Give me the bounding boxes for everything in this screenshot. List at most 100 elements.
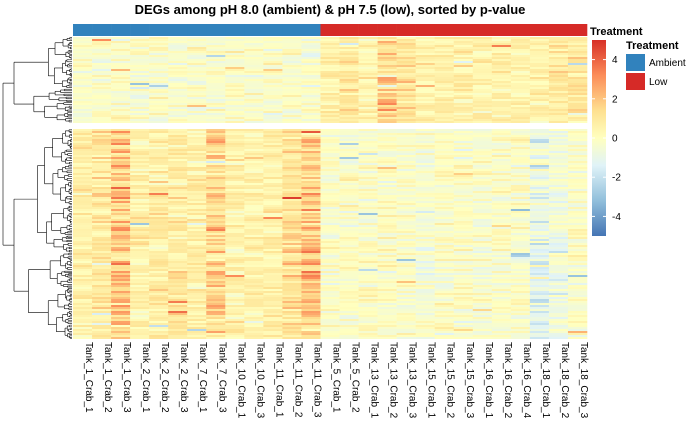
heatmap-cell: [187, 215, 207, 217]
heatmap-cell: [491, 211, 512, 213]
heatmap-cell: [92, 317, 112, 319]
heatmap-cell: [149, 41, 169, 43]
heatmap-cell: [149, 251, 169, 253]
heatmap-cell: [548, 307, 569, 309]
heatmap-cell: [301, 201, 321, 203]
heatmap-cell: [472, 307, 493, 309]
heatmap-cell: [472, 293, 493, 295]
heatmap-cell: [472, 179, 493, 181]
heatmap-cell: [187, 167, 207, 169]
heatmap-cell: [225, 225, 245, 227]
heatmap-cell: [567, 55, 588, 57]
heatmap-cell: [149, 43, 169, 45]
heatmap-cell: [206, 165, 226, 167]
heatmap-cell: [206, 85, 226, 87]
heatmap-cell: [244, 37, 264, 39]
heatmap-cell: [130, 163, 150, 165]
heatmap-cell: [92, 173, 112, 175]
heatmap-cell: [453, 159, 474, 161]
heatmap-cell: [225, 245, 245, 247]
heatmap-cell: [206, 113, 226, 115]
heatmap-cell: [168, 263, 188, 265]
heatmap-cell: [434, 219, 455, 221]
heatmap-cell: [149, 215, 169, 217]
heatmap-cell: [263, 269, 283, 271]
heatmap-cell: [491, 69, 512, 71]
heatmap-cell: [377, 285, 397, 287]
heatmap-cell: [206, 129, 226, 131]
heatmap-cell: [168, 223, 188, 225]
heatmap-cell: [567, 267, 588, 269]
heatmap-cell: [130, 235, 150, 237]
heatmap-cell: [92, 199, 112, 201]
heatmap-cell: [548, 305, 569, 307]
heatmap-cell: [339, 113, 359, 115]
heatmap-cell: [377, 305, 397, 307]
heatmap-cell: [187, 131, 207, 133]
heatmap-cell: [73, 227, 93, 229]
heatmap-cell: [320, 221, 340, 223]
heatmap-cell: [434, 259, 455, 261]
heatmap-cell: [168, 213, 188, 215]
heatmap-cell: [111, 61, 131, 63]
heatmap-cell: [282, 195, 302, 197]
heatmap-cell: [282, 247, 302, 249]
heatmap-cell: [529, 259, 550, 261]
heatmap-cell: [130, 131, 150, 133]
heatmap-cell: [282, 63, 302, 65]
heatmap-cell: [396, 317, 416, 319]
heatmap-cell: [396, 145, 416, 147]
heatmap-cell: [263, 321, 283, 323]
heatmap-cell: [510, 335, 531, 337]
heatmap-cell: [548, 257, 569, 259]
heatmap-cell: [130, 85, 150, 87]
heatmap-cell: [225, 177, 245, 179]
heatmap-cell: [301, 41, 321, 43]
heatmap-cell: [263, 65, 283, 67]
heatmap-cell: [434, 111, 455, 113]
treatment-annotation-cell: [187, 24, 207, 36]
treatment-annotation-cell: [149, 24, 169, 36]
heatmap-cell: [567, 179, 588, 181]
heatmap-cell: [111, 135, 131, 137]
heatmap-cell: [244, 135, 264, 137]
heatmap-cell: [377, 45, 397, 47]
heatmap-cell: [339, 183, 359, 185]
heatmap-cell: [111, 297, 131, 299]
heatmap-cell: [301, 195, 321, 197]
heatmap-cell: [187, 321, 207, 323]
heatmap-cell: [453, 247, 474, 249]
heatmap-cell: [111, 105, 131, 107]
heatmap-cell: [149, 169, 169, 171]
heatmap-cell: [282, 135, 302, 137]
heatmap-cell: [130, 89, 150, 91]
heatmap-cell: [453, 327, 474, 329]
heatmap-cell: [415, 157, 436, 159]
heatmap-cell: [415, 47, 436, 49]
heatmap-cell: [206, 195, 226, 197]
heatmap-cell: [130, 91, 150, 93]
treatment-annotation-cell: [73, 24, 93, 36]
heatmap-cell: [396, 171, 416, 173]
heatmap-cell: [168, 313, 188, 315]
heatmap-cell: [92, 281, 112, 283]
heatmap-cell: [453, 271, 474, 273]
heatmap-cell: [187, 129, 207, 131]
heatmap-cell: [472, 121, 493, 123]
heatmap-cell: [149, 305, 169, 307]
heatmap-cell: [377, 207, 397, 209]
heatmap-cell: [358, 269, 378, 271]
heatmap-cell: [396, 237, 416, 239]
heatmap-cell: [168, 333, 188, 335]
heatmap-cell: [92, 273, 112, 275]
heatmap-cell: [73, 307, 93, 309]
heatmap-cell: [567, 217, 588, 219]
heatmap-cell: [320, 273, 340, 275]
heatmap-cell: [472, 289, 493, 291]
heatmap-cell: [358, 61, 378, 63]
heatmap-cell: [225, 191, 245, 193]
heatmap-cell: [510, 153, 531, 155]
heatmap-cell: [111, 313, 131, 315]
heatmap-cell: [320, 205, 340, 207]
heatmap-cell: [472, 271, 493, 273]
